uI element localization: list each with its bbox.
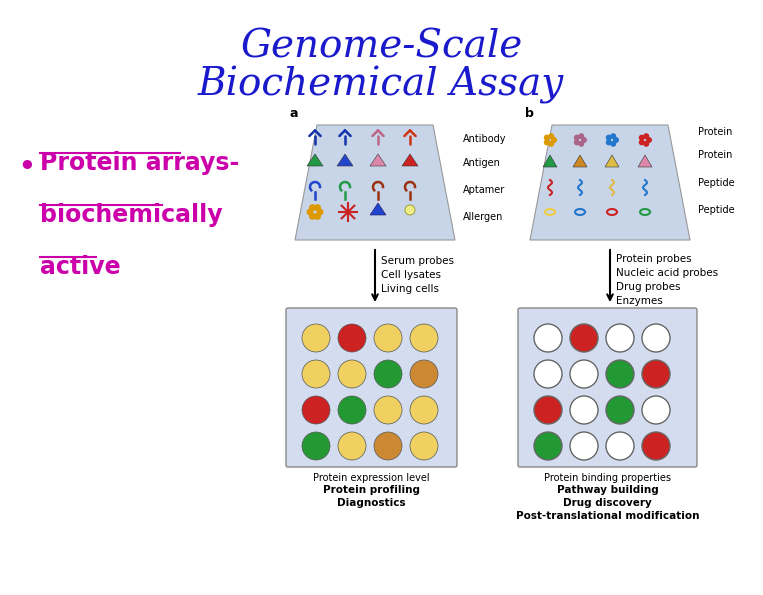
Circle shape bbox=[534, 324, 562, 352]
Circle shape bbox=[578, 141, 584, 147]
Text: Antibody: Antibody bbox=[463, 134, 507, 144]
Text: active: active bbox=[40, 255, 121, 279]
Polygon shape bbox=[370, 203, 386, 215]
Circle shape bbox=[374, 324, 402, 352]
Polygon shape bbox=[543, 155, 557, 167]
Circle shape bbox=[374, 360, 402, 388]
FancyBboxPatch shape bbox=[286, 308, 457, 467]
Text: Peptide: Peptide bbox=[698, 205, 735, 215]
Polygon shape bbox=[530, 125, 690, 240]
Circle shape bbox=[642, 396, 670, 424]
Circle shape bbox=[534, 432, 562, 460]
Text: biochemically: biochemically bbox=[40, 203, 223, 227]
Circle shape bbox=[302, 432, 330, 460]
Text: Antigen: Antigen bbox=[463, 158, 501, 168]
Text: Genome-Scale: Genome-Scale bbox=[240, 29, 522, 65]
Text: Serum probes
Cell lysates
Living cells: Serum probes Cell lysates Living cells bbox=[381, 256, 454, 294]
Circle shape bbox=[544, 134, 550, 140]
Text: Protein expression level: Protein expression level bbox=[313, 473, 430, 483]
Circle shape bbox=[338, 324, 366, 352]
Polygon shape bbox=[307, 154, 323, 166]
Text: Peptide: Peptide bbox=[698, 178, 735, 188]
Text: Protein profiling
Diagnostics: Protein profiling Diagnostics bbox=[323, 485, 420, 508]
Circle shape bbox=[551, 137, 557, 143]
Polygon shape bbox=[337, 154, 353, 166]
Text: a: a bbox=[290, 107, 298, 120]
Circle shape bbox=[606, 134, 612, 140]
Circle shape bbox=[639, 139, 645, 145]
Circle shape bbox=[302, 324, 330, 352]
Circle shape bbox=[314, 204, 321, 211]
Circle shape bbox=[549, 133, 554, 139]
Polygon shape bbox=[638, 155, 652, 167]
Text: Biochemical Assay: Biochemical Assay bbox=[198, 66, 564, 104]
Circle shape bbox=[642, 360, 670, 388]
Polygon shape bbox=[295, 125, 455, 240]
Circle shape bbox=[338, 432, 366, 460]
Text: Protein probes
Nucleic acid probes
Drug probes
Enzymes: Protein probes Nucleic acid probes Drug … bbox=[616, 254, 718, 306]
Circle shape bbox=[610, 141, 617, 147]
Circle shape bbox=[570, 396, 598, 424]
Circle shape bbox=[646, 137, 652, 143]
Circle shape bbox=[410, 360, 438, 388]
Circle shape bbox=[314, 213, 321, 220]
Circle shape bbox=[578, 133, 584, 139]
Polygon shape bbox=[370, 154, 386, 166]
Circle shape bbox=[544, 139, 550, 145]
Circle shape bbox=[534, 360, 562, 388]
Circle shape bbox=[574, 139, 580, 145]
Circle shape bbox=[302, 396, 330, 424]
Circle shape bbox=[613, 137, 619, 143]
Circle shape bbox=[410, 432, 438, 460]
Circle shape bbox=[317, 208, 324, 215]
Circle shape bbox=[642, 432, 670, 460]
Circle shape bbox=[643, 141, 649, 147]
Circle shape bbox=[534, 396, 562, 424]
Text: Protein: Protein bbox=[698, 150, 732, 160]
Circle shape bbox=[405, 205, 415, 215]
Circle shape bbox=[642, 324, 670, 352]
Circle shape bbox=[606, 139, 612, 145]
Text: Allergen: Allergen bbox=[463, 212, 504, 222]
Circle shape bbox=[338, 396, 366, 424]
Circle shape bbox=[606, 396, 634, 424]
Polygon shape bbox=[573, 155, 587, 167]
Circle shape bbox=[307, 208, 314, 215]
Polygon shape bbox=[402, 154, 418, 166]
Circle shape bbox=[606, 324, 634, 352]
Circle shape bbox=[374, 432, 402, 460]
Circle shape bbox=[639, 134, 645, 140]
Text: Protein binding properties: Protein binding properties bbox=[544, 473, 671, 483]
Text: •: • bbox=[18, 155, 35, 181]
Text: b: b bbox=[525, 107, 534, 120]
Circle shape bbox=[570, 324, 598, 352]
Circle shape bbox=[606, 432, 634, 460]
Circle shape bbox=[410, 324, 438, 352]
Polygon shape bbox=[605, 155, 619, 167]
Circle shape bbox=[570, 432, 598, 460]
Circle shape bbox=[410, 396, 438, 424]
Circle shape bbox=[643, 133, 649, 139]
Circle shape bbox=[581, 137, 587, 143]
Circle shape bbox=[606, 360, 634, 388]
Circle shape bbox=[374, 396, 402, 424]
Circle shape bbox=[610, 133, 617, 139]
Circle shape bbox=[549, 141, 554, 147]
Circle shape bbox=[570, 360, 598, 388]
Circle shape bbox=[302, 360, 330, 388]
Circle shape bbox=[309, 213, 316, 220]
Circle shape bbox=[338, 360, 366, 388]
Circle shape bbox=[574, 134, 580, 140]
FancyBboxPatch shape bbox=[518, 308, 697, 467]
Text: Aptamer: Aptamer bbox=[463, 185, 505, 195]
Text: Protein arrays-: Protein arrays- bbox=[40, 151, 240, 175]
Text: Protein: Protein bbox=[698, 127, 732, 137]
Circle shape bbox=[309, 204, 316, 211]
Text: Pathway building
Drug discovery
Post-translational modification: Pathway building Drug discovery Post-tra… bbox=[516, 485, 699, 521]
